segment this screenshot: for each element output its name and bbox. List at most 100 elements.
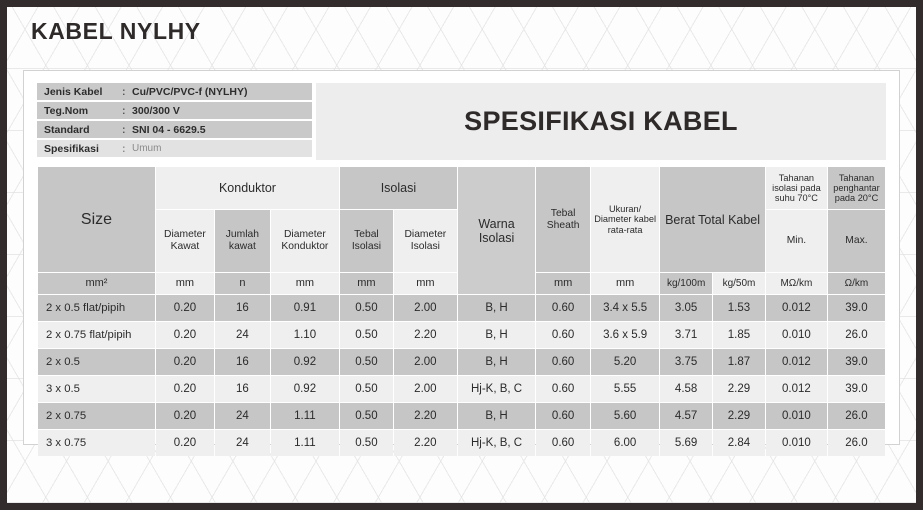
cell-tahanan-penghantar: 26.0 bbox=[827, 322, 885, 348]
cell-tebal-sheath: 0.60 bbox=[536, 403, 591, 429]
cell-ukuran-diameter-kabel: 5.60 bbox=[591, 403, 660, 429]
cell-diameter-kawat: 0.20 bbox=[155, 430, 214, 456]
cell-tahanan-penghantar: 39.0 bbox=[827, 376, 885, 402]
cell-diameter-kawat: 0.20 bbox=[155, 376, 214, 402]
cell-tahanan-penghantar: 39.0 bbox=[827, 349, 885, 375]
table-row: 2 x 0.5 0.20 16 0.92 0.50 2.00 B, H 0.60… bbox=[38, 349, 885, 375]
cable-info-block: Jenis Kabel : Cu/PVC/PVC-f (NYLHY) Teg.N… bbox=[37, 83, 312, 160]
table-row: 2 x 0.5 flat/pipih 0.20 16 0.91 0.50 2.0… bbox=[38, 295, 885, 321]
group-header-isolasi: Isolasi bbox=[339, 167, 457, 209]
cell-diameter-konduktor: 1.10 bbox=[270, 322, 339, 348]
info-row-spesifikasi: Spesifikasi : Umum bbox=[37, 140, 312, 157]
cell-tebal-sheath: 0.60 bbox=[536, 376, 591, 402]
cell-diameter-konduktor: 1.11 bbox=[270, 430, 339, 456]
cell-diameter-konduktor: 1.11 bbox=[270, 403, 339, 429]
cell-tahanan-isolasi: 0.010 bbox=[765, 322, 827, 348]
unit-tahanan-isolasi: MΩ/km bbox=[765, 273, 827, 294]
cell-diameter-isolasi: 2.20 bbox=[393, 430, 457, 456]
cell-ukuran-diameter-kabel: 5.20 bbox=[591, 349, 660, 375]
cell-tahanan-penghantar: 26.0 bbox=[827, 430, 885, 456]
info-row-standard: Standard : SNI 04 - 6629.5 bbox=[37, 121, 312, 138]
header-tahanan-penghantar: Tahanan penghantar pada 20°C bbox=[827, 167, 885, 209]
header-tebal-sheath: Tebal Sheath bbox=[536, 167, 591, 272]
cell-tahanan-isolasi: 0.012 bbox=[765, 376, 827, 402]
cell-diameter-kawat: 0.20 bbox=[155, 295, 214, 321]
table-row: 2 x 0.75 0.20 24 1.11 0.50 2.20 B, H 0.6… bbox=[38, 403, 885, 429]
cell-size: 3 x 0.5 bbox=[38, 376, 155, 402]
unit-tebal-isolasi: mm bbox=[339, 273, 393, 294]
cell-diameter-kawat: 0.20 bbox=[155, 349, 214, 375]
cell-jumlah-kawat: 16 bbox=[214, 376, 270, 402]
page-canvas: KABEL NYLHY Jenis Kabel : Cu/PVC/PVC-f (… bbox=[7, 7, 916, 503]
table-body: 2 x 0.5 flat/pipih 0.20 16 0.91 0.50 2.0… bbox=[38, 295, 885, 456]
cell-jumlah-kawat: 16 bbox=[214, 349, 270, 375]
cell-tahanan-isolasi: 0.010 bbox=[765, 403, 827, 429]
info-value-spesifikasi: Umum bbox=[132, 143, 162, 154]
cell-size: 3 x 0.75 bbox=[38, 430, 155, 456]
cell-tebal-sheath: 0.60 bbox=[536, 430, 591, 456]
cell-ukuran-diameter-kabel: 6.00 bbox=[591, 430, 660, 456]
unit-jumlah-kawat: n bbox=[214, 273, 270, 294]
cell-tahanan-isolasi: 0.012 bbox=[765, 295, 827, 321]
cell-tebal-sheath: 0.60 bbox=[536, 295, 591, 321]
cell-berat-100m: 4.57 bbox=[660, 403, 713, 429]
unit-diameter-kawat: mm bbox=[155, 273, 214, 294]
header-warna-isolasi: Warna Isolasi bbox=[457, 167, 536, 294]
cell-warna-isolasi: Hj-K, B, C bbox=[457, 430, 536, 456]
cell-warna-isolasi: B, H bbox=[457, 322, 536, 348]
header-jumlah-kawat: Jumlah kawat bbox=[214, 210, 270, 272]
cell-tebal-isolasi: 0.50 bbox=[339, 349, 393, 375]
cell-berat-100m: 4.58 bbox=[660, 376, 713, 402]
cell-berat-50m: 2.84 bbox=[713, 430, 765, 456]
cell-berat-50m: 2.29 bbox=[713, 403, 765, 429]
info-value-standard: SNI 04 - 6629.5 bbox=[132, 123, 206, 136]
cell-tebal-sheath: 0.60 bbox=[536, 349, 591, 375]
cell-tebal-isolasi: 0.50 bbox=[339, 403, 393, 429]
cell-berat-100m: 5.69 bbox=[660, 430, 713, 456]
unit-ukuran-diameter-kabel: mm bbox=[591, 273, 660, 294]
cell-ukuran-diameter-kabel: 5.55 bbox=[591, 376, 660, 402]
cell-tebal-isolasi: 0.50 bbox=[339, 430, 393, 456]
info-sep-jenis-kabel: : bbox=[122, 85, 126, 98]
cell-diameter-isolasi: 2.20 bbox=[393, 403, 457, 429]
cell-jumlah-kawat: 24 bbox=[214, 430, 270, 456]
info-row-jenis-kabel: Jenis Kabel : Cu/PVC/PVC-f (NYLHY) bbox=[37, 83, 312, 100]
cell-diameter-konduktor: 0.92 bbox=[270, 349, 339, 375]
unit-diameter-konduktor: mm bbox=[270, 273, 339, 294]
table-sub-header-row: Diameter Kawat Jumlah kawat Diameter Kon… bbox=[38, 210, 885, 272]
info-sep-standard: : bbox=[122, 123, 126, 136]
cell-berat-50m: 1.53 bbox=[713, 295, 765, 321]
cell-tebal-isolasi: 0.50 bbox=[339, 376, 393, 402]
table-row: 3 x 0.5 0.20 16 0.92 0.50 2.00 Hj-K, B, … bbox=[38, 376, 885, 402]
cell-warna-isolasi: B, H bbox=[457, 403, 536, 429]
cell-tahanan-penghantar: 26.0 bbox=[827, 403, 885, 429]
cell-berat-100m: 3.05 bbox=[660, 295, 713, 321]
cell-tahanan-isolasi: 0.010 bbox=[765, 430, 827, 456]
cell-warna-isolasi: B, H bbox=[457, 295, 536, 321]
info-value-jenis-kabel: Cu/PVC/PVC-f (NYLHY) bbox=[132, 85, 248, 98]
banner-title: SPESIFIKASI KABEL bbox=[464, 106, 738, 136]
cell-size: 2 x 0.5 bbox=[38, 349, 155, 375]
cell-diameter-kawat: 0.20 bbox=[155, 403, 214, 429]
table-row: 3 x 0.75 0.20 24 1.11 0.50 2.20 Hj-K, B,… bbox=[38, 430, 885, 456]
header-diameter-kawat: Diameter Kawat bbox=[155, 210, 214, 272]
cell-diameter-kawat: 0.20 bbox=[155, 322, 214, 348]
cell-ukuran-diameter-kabel: 3.6 x 5.9 bbox=[591, 322, 660, 348]
info-key-jenis-kabel: Jenis Kabel bbox=[44, 85, 103, 98]
cell-warna-isolasi: Hj-K, B, C bbox=[457, 376, 536, 402]
unit-diameter-isolasi: mm bbox=[393, 273, 457, 294]
unit-tahanan-penghantar: Ω/km bbox=[827, 273, 885, 294]
group-header-konduktor: Konduktor bbox=[155, 167, 339, 209]
cell-diameter-isolasi: 2.00 bbox=[393, 349, 457, 375]
cell-size: 2 x 0.75 bbox=[38, 403, 155, 429]
cell-jumlah-kawat: 16 bbox=[214, 295, 270, 321]
cell-tebal-sheath: 0.60 bbox=[536, 322, 591, 348]
unit-tebal-sheath: mm bbox=[536, 273, 591, 294]
header-diameter-konduktor: Diameter Konduktor bbox=[270, 210, 339, 272]
table-row: 2 x 0.75 flat/pipih 0.20 24 1.10 0.50 2.… bbox=[38, 322, 885, 348]
cell-size: 2 x 0.75 flat/pipih bbox=[38, 322, 155, 348]
header-tebal-isolasi: Tebal Isolasi bbox=[339, 210, 393, 272]
cell-berat-50m: 1.85 bbox=[713, 322, 765, 348]
page-title: KABEL NYLHY bbox=[31, 18, 201, 44]
info-row-teg-nom: Teg.Nom : 300/300 V bbox=[37, 102, 312, 119]
